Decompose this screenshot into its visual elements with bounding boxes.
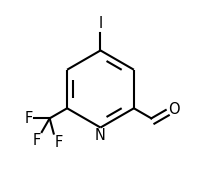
Text: N: N: [95, 128, 106, 143]
Text: F: F: [55, 135, 63, 150]
Text: F: F: [24, 111, 32, 126]
Text: F: F: [33, 133, 41, 148]
Text: O: O: [168, 102, 180, 117]
Text: I: I: [98, 16, 103, 31]
